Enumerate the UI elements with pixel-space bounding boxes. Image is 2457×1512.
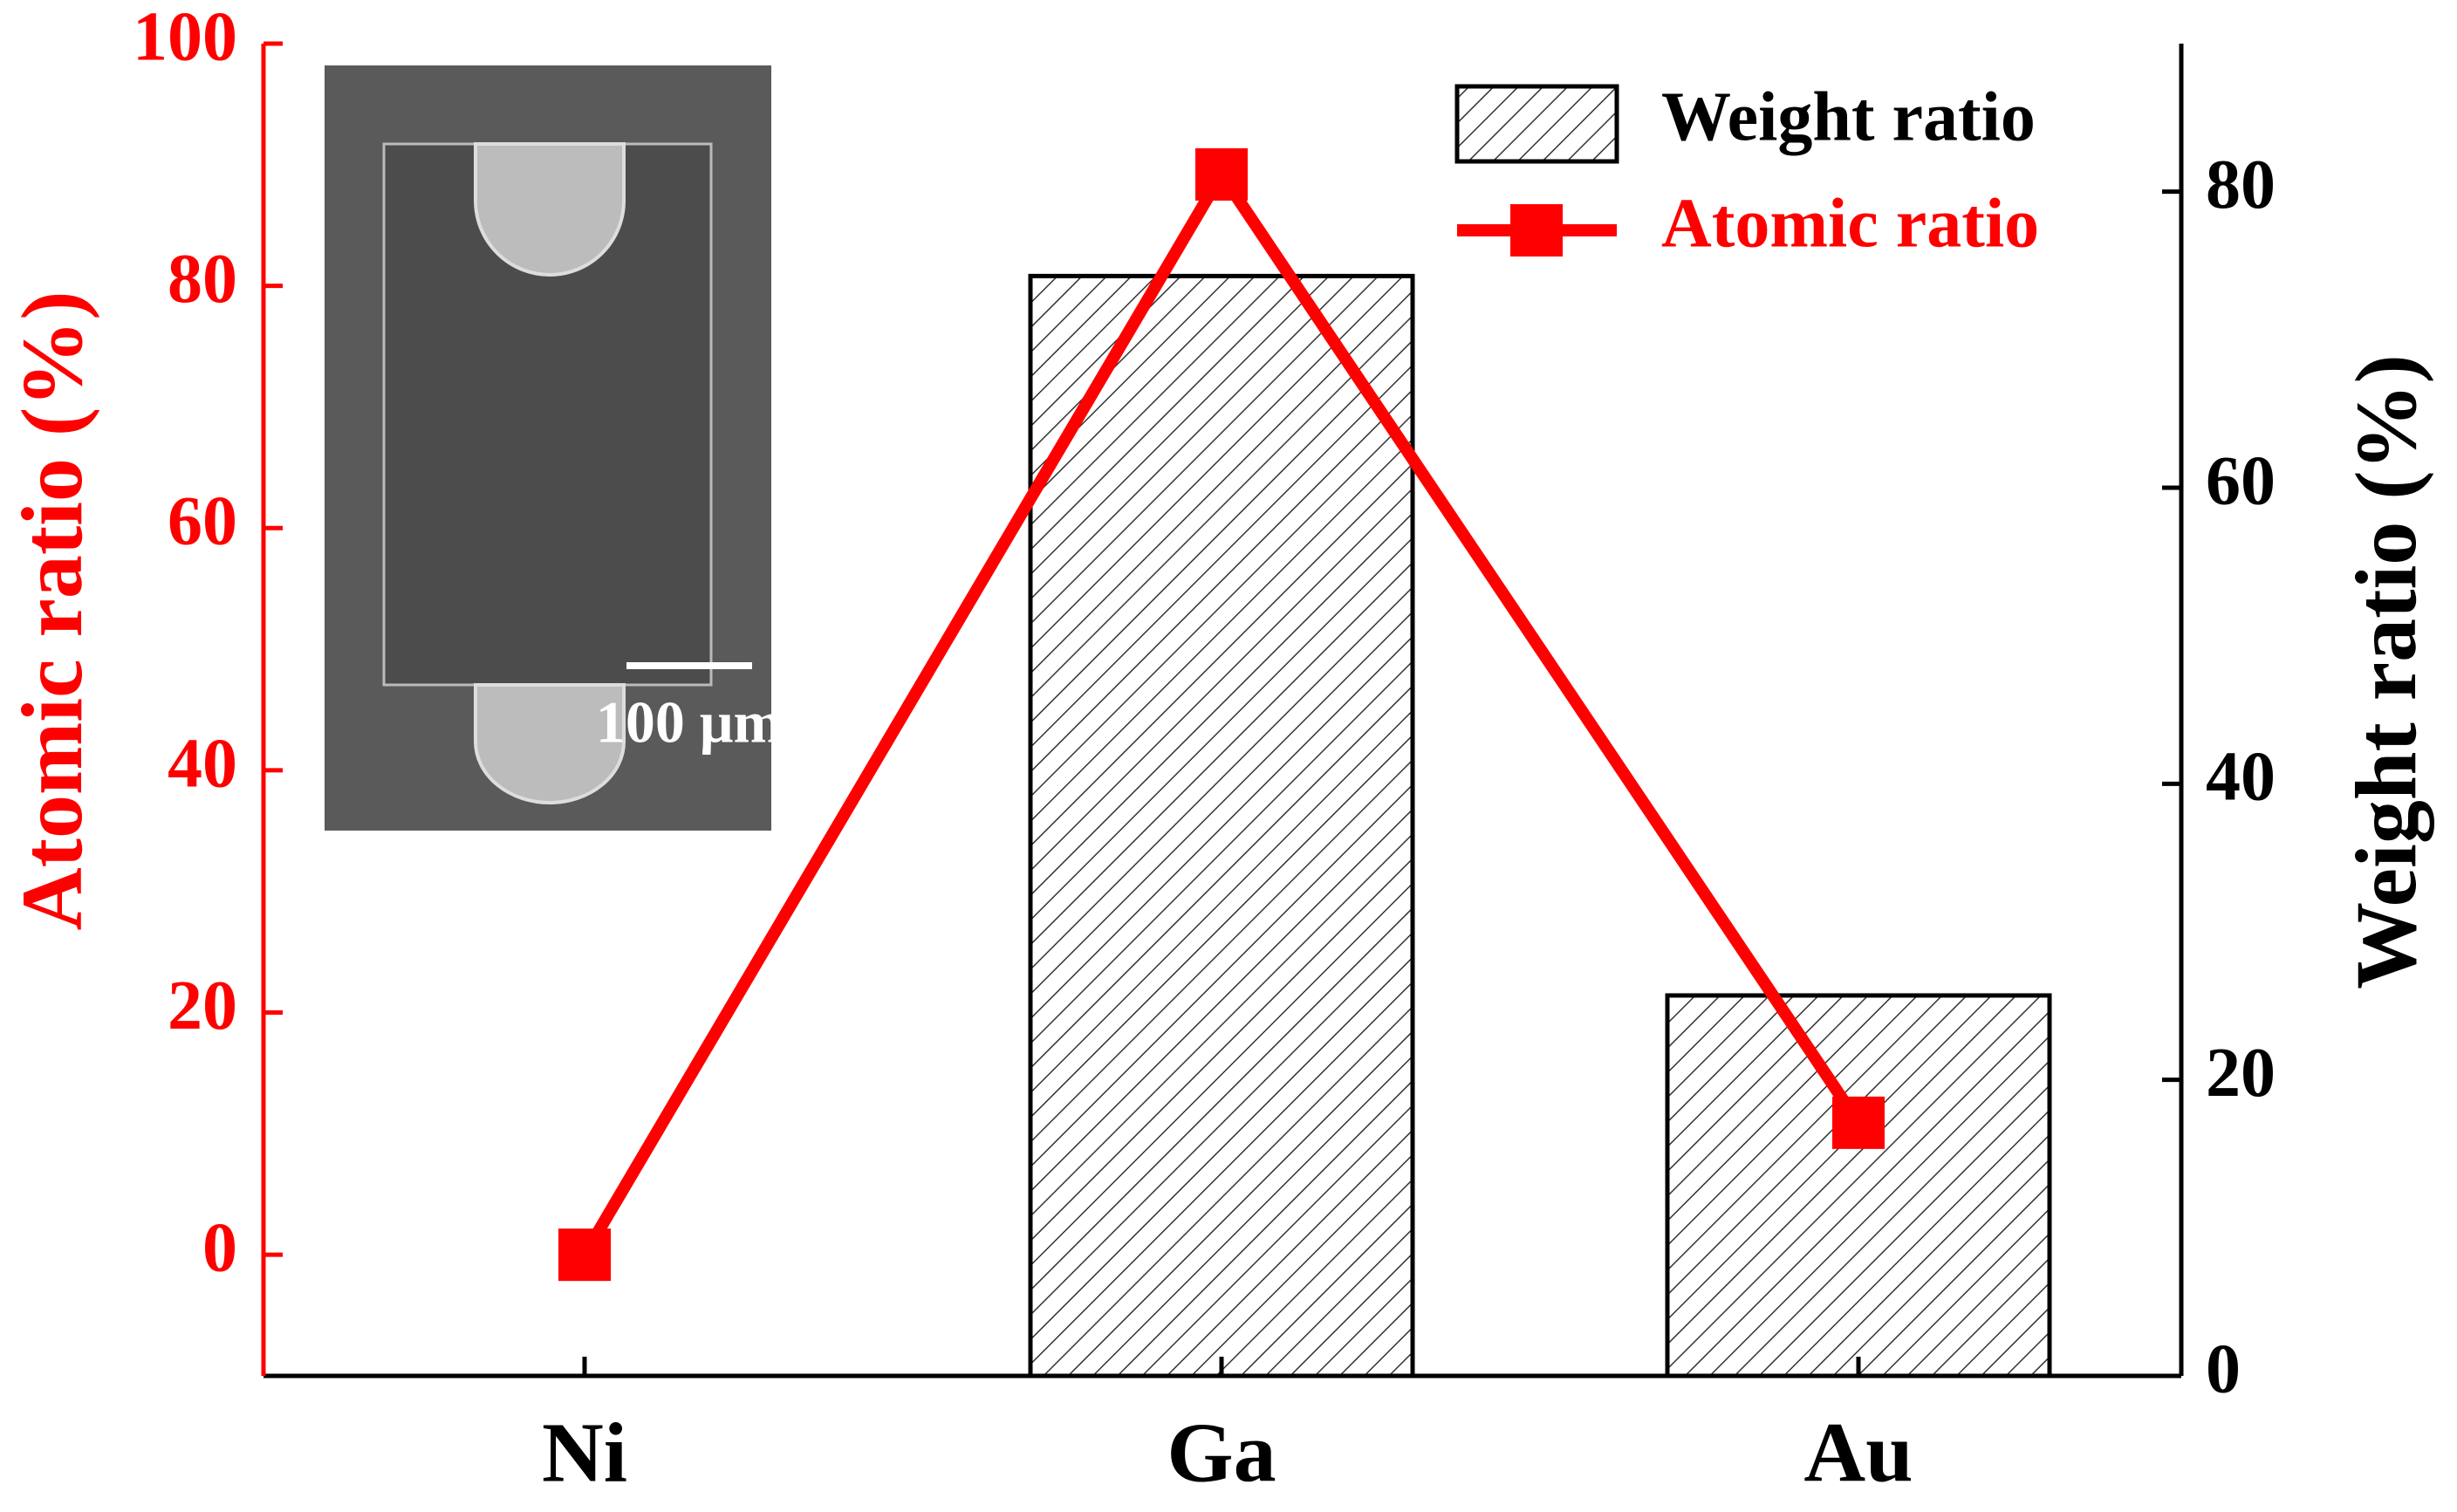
y2-tick-label: 80 <box>2206 147 2276 223</box>
y2-tick-label: 20 <box>2206 1035 2276 1112</box>
legend-label: Weight ratio <box>1661 79 2036 155</box>
marker <box>1195 147 1248 201</box>
bar <box>1665 993 2052 1379</box>
legend-marker <box>1510 204 1563 257</box>
bar <box>1028 273 1415 1379</box>
y-tick-label: 0 <box>202 1210 237 1287</box>
scale-bar-label: 100 μm <box>596 689 783 756</box>
y-tick-label: 60 <box>168 483 237 560</box>
y-axis-label: Atomic ratio (%) <box>3 291 100 930</box>
y2-axis-label: Weight ratio (%) <box>2337 354 2434 989</box>
y2-tick-label: 60 <box>2206 442 2276 519</box>
legend-label: Atomic ratio <box>1661 185 2039 262</box>
y-tick-label: 20 <box>168 968 237 1044</box>
y-tick-label: 80 <box>168 241 237 318</box>
x-tick-label: Ni <box>542 1406 627 1500</box>
x-tick-label: Au <box>1803 1406 1913 1500</box>
marker <box>1832 1096 1885 1149</box>
y-tick-label: 40 <box>168 725 237 802</box>
y2-tick-label: 0 <box>2206 1331 2241 1407</box>
inset-image <box>325 65 771 831</box>
y-tick-label: 100 <box>133 0 237 75</box>
x-tick-label: Ga <box>1167 1406 1276 1500</box>
y2-tick-label: 40 <box>2206 739 2276 816</box>
legend-swatch <box>1454 84 1619 164</box>
marker <box>558 1228 611 1282</box>
